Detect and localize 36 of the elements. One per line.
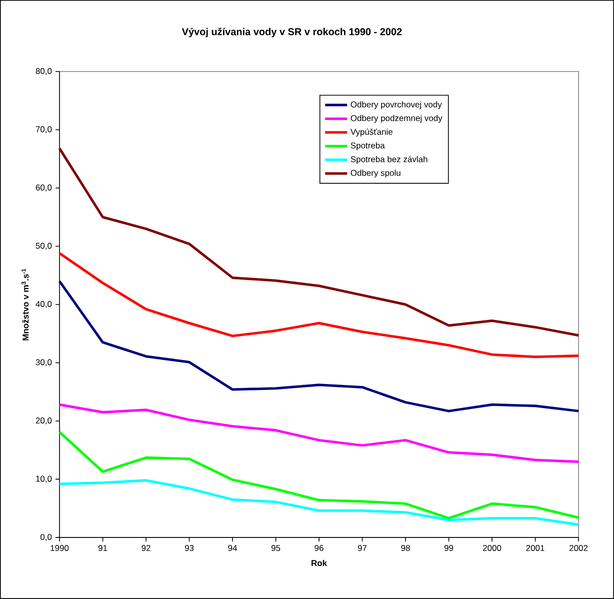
x-tick-label: 2002 <box>570 545 588 551</box>
line-series <box>58 430 580 520</box>
x-tick-label: 95 <box>271 545 280 551</box>
x-tick-label: 97 <box>358 545 367 551</box>
y-tick-label: 50,0 <box>36 242 52 250</box>
x-tick-label: 94 <box>228 545 238 551</box>
y-axis-title: Množstvo v m$^{3}$.s$^{-1}$ <box>22 268 29 340</box>
x-tick-label: 2000 <box>483 545 502 551</box>
x-tick-label: 93 <box>184 545 194 551</box>
legend-label: Odbery povrchovej vody <box>350 101 442 110</box>
y-tick-label: 30,0 <box>36 359 52 366</box>
x-tick-label: 98 <box>401 545 410 551</box>
y-tick-label: 60,0 <box>36 184 52 192</box>
line-series <box>58 252 580 358</box>
line-series <box>58 280 580 412</box>
line-series <box>58 479 580 526</box>
legend-label: Spotreba bez závlah <box>350 156 428 164</box>
x-tick-label: 2001 <box>526 545 544 551</box>
x-axis-title: Rok <box>312 560 328 566</box>
x-tick-label: 99 <box>444 545 454 551</box>
legend-label: Odbery spolu <box>350 170 400 178</box>
line-series <box>58 403 580 464</box>
y-tick-label: 10,0 <box>36 476 52 483</box>
legend-label: Odbery podzemnej vody <box>350 114 442 123</box>
x-tick-label: 1990 <box>50 545 69 551</box>
y-tick-label: 0,0 <box>40 534 52 541</box>
legend-label: Vypúšťanie <box>350 128 393 137</box>
y-tick-label: 80,0 <box>36 68 52 76</box>
y-tick-label: 40,0 <box>36 301 52 308</box>
legend-label: Spotreba <box>350 142 385 150</box>
x-tick-label: 92 <box>142 545 150 551</box>
x-tick-label: 96 <box>314 545 324 551</box>
y-tick-label: 20,0 <box>36 417 52 424</box>
y-tick-label: 70,0 <box>36 126 52 134</box>
x-tick-label: 91 <box>98 545 108 551</box>
chart-title: Vývoj užívania vody v SR v rokoch 1990 - 2002 <box>182 28 402 38</box>
